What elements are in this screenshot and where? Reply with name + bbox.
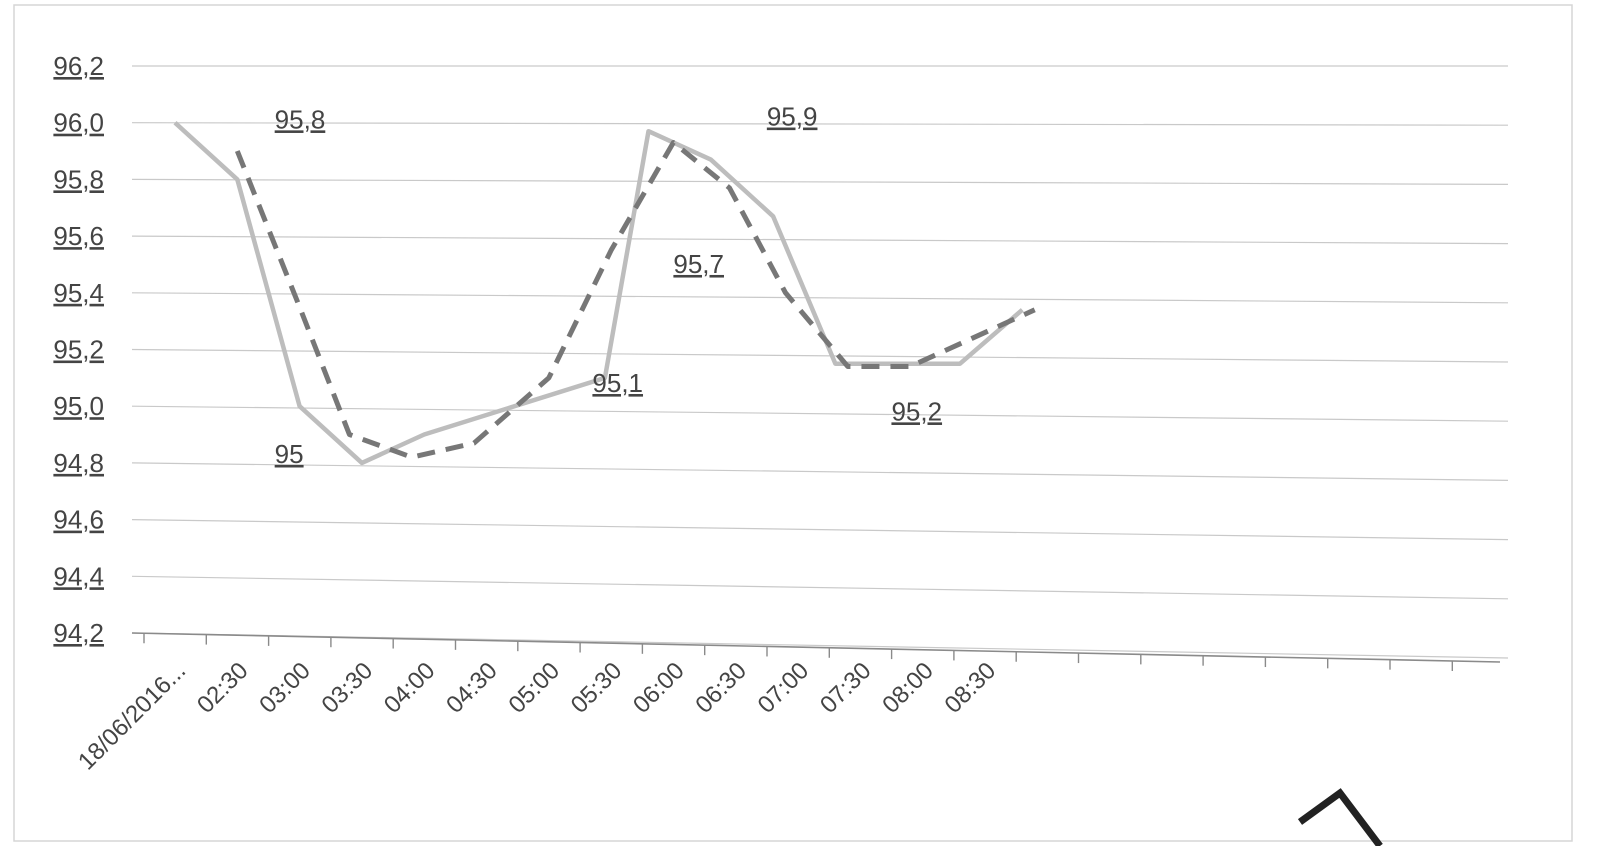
gridline	[131, 519, 1509, 541]
data-labels: 95,8 95 95,9 95,7 95,1 95,2	[275, 102, 1383, 846]
y-tick-label: 94,8	[53, 448, 104, 478]
y-tick-label: 94,2	[53, 618, 104, 648]
data-label: 95,1	[592, 368, 643, 398]
gridline	[131, 575, 1509, 600]
x-tick-label: 08:00	[877, 657, 939, 719]
data-label: 95,9	[767, 102, 818, 132]
x-tick-label: 02:30	[192, 657, 254, 719]
x-tick-label: 05:30	[566, 657, 628, 719]
x-tick-label: 06:30	[690, 657, 752, 719]
x-tick-label: 18/06/2016...	[73, 657, 191, 775]
x-tick-label: 03:00	[254, 657, 316, 719]
x-tick-label: 07:30	[815, 657, 877, 719]
y-tick-label: 95,0	[53, 391, 104, 421]
y-tick-label: 94,6	[53, 505, 104, 535]
x-tick-label: 04:00	[379, 657, 441, 719]
x-tick-label: 08:30	[940, 657, 1002, 719]
x-tick-label: 06:00	[628, 657, 690, 719]
gridline	[131, 292, 1509, 304]
gridline	[131, 235, 1509, 245]
y-tick-label: 96,2	[53, 51, 104, 81]
gridline	[131, 122, 1509, 126]
y-tick-label: 95,6	[53, 221, 104, 251]
y-tick-label: 95,8	[53, 164, 104, 194]
gridline	[131, 348, 1509, 363]
x-tick-label: 07:00	[753, 657, 815, 719]
data-label: 95,2	[891, 396, 942, 426]
data-label: 95	[275, 439, 304, 469]
x-axis-line	[131, 632, 1501, 663]
x-tick-label: 03:30	[317, 657, 379, 719]
y-axis-ticks: 96,2 96,0 95,8 95,6 95,4 95,2 95,0 94,8 94,6 94,4…	[53, 51, 104, 648]
x-tick-label: 04:30	[441, 657, 503, 719]
y-tick-label: 94,4	[53, 561, 104, 591]
series-line-dashed	[234, 140, 1036, 460]
series-lines	[173, 121, 1036, 466]
gridline	[131, 405, 1509, 422]
pen-mark-icon	[1297, 788, 1383, 846]
data-label: 95,8	[275, 104, 326, 134]
series-line-solid	[173, 121, 1024, 466]
gridline	[131, 178, 1509, 185]
chart-frame	[13, 4, 1573, 842]
gridline	[131, 462, 1509, 481]
data-label: 95,7	[673, 249, 724, 279]
x-tick-label: 05:00	[503, 657, 565, 719]
y-tick-label: 96,0	[53, 108, 104, 138]
y-tick-label: 95,4	[53, 278, 104, 308]
y-tick-label: 95,2	[53, 335, 104, 365]
gridlines	[131, 65, 1509, 659]
